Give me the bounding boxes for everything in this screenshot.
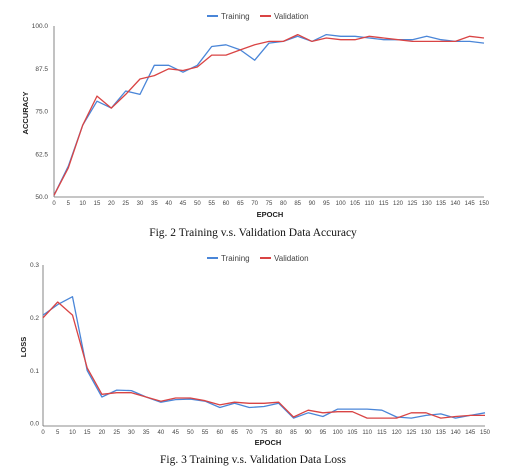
accuracy-y-tick-label: 87.5 [35,66,48,73]
loss-x-tick-label: 145 [465,430,476,436]
accuracy-x-tick-label: 10 [79,201,86,207]
accuracy-x-tick-label: 95 [323,201,330,207]
accuracy-x-tick-label: 60 [223,201,230,207]
accuracy-y-ticks: 50.0 62.5 75.0 87.5 100.0 [32,23,49,201]
accuracy-x-tick-label: 110 [365,201,375,207]
accuracy-x-tick-label: 135 [436,201,447,207]
loss-x-tick-label: 0 [41,430,45,436]
loss-x-axis-title: EPOCH [255,438,282,447]
accuracy-y-tick-label: 75.0 [35,109,48,116]
accuracy-chart: Training Validation 50.0 62.5 75.0 87.5 100.… [21,12,490,239]
accuracy-x-tick-label: 80 [280,201,287,207]
loss-x-tick-label: 140 [451,430,462,436]
accuracy-x-tick-label: 100 [336,201,347,207]
loss-legend: Training Validation [207,254,309,263]
accuracy-caption: Fig. 2 Training v.s. Validation Data Acc… [149,227,357,239]
loss-x-tick-label: 20 [99,430,106,436]
loss-x-tick-label: 25 [113,430,120,436]
loss-x-tick-label: 10 [69,430,76,436]
legend-label-training: Training [221,12,250,21]
accuracy-x-tick-label: 30 [137,201,144,207]
loss-x-tick-label: 75 [261,430,268,436]
loss-x-tick-label: 5 [56,430,60,436]
accuracy-x-tick-label: 140 [450,201,461,207]
loss-x-tick-label: 105 [347,430,358,436]
accuracy-x-tick-label: 90 [309,201,316,207]
loss-x-tick-label: 45 [172,430,179,436]
accuracy-x-tick-label: 115 [379,201,389,207]
loss-x-tick-label: 50 [187,430,194,436]
legend-label-training: Training [221,254,250,263]
loss-x-tick-label: 85 [290,430,297,436]
loss-x-tick-label: 15 [84,430,91,436]
accuracy-series-training [53,33,485,196]
loss-series-validation [42,301,485,419]
accuracy-x-tick-label: 35 [151,201,158,207]
accuracy-x-tick-label: 15 [94,201,101,207]
loss-y-tick-label: 0.2 [30,315,39,322]
accuracy-x-ticks: 0 5 10 15 20 25 30 35 40 45 50 55 60 65 70 75 80 85 90 95 10… [52,201,489,207]
loss-x-tick-label: 120 [392,430,403,436]
loss-x-tick-label: 40 [158,430,165,436]
loss-x-tick-label: 150 [480,430,491,436]
loss-y-axis-title: LOSS [19,337,28,357]
loss-y-tick-label: 0.1 [30,368,39,375]
accuracy-y-tick-label: 62.5 [35,151,48,158]
loss-x-tick-label: 60 [216,430,223,436]
loss-x-tick-label: 70 [246,430,253,436]
accuracy-y-tick-label: 50.0 [35,194,48,201]
loss-y-tick-label: 0.3 [30,262,39,269]
loss-chart: Training Validation 0.0 0.1 0.2 0.3 0 5 10 15 2… [19,254,491,466]
accuracy-x-tick-label: 45 [180,201,187,207]
accuracy-x-tick-label: 145 [465,201,476,207]
accuracy-x-tick-label: 70 [251,201,258,207]
accuracy-legend: Training Validation [207,12,309,21]
accuracy-x-tick-label: 20 [108,201,115,207]
loss-x-tick-label: 125 [406,430,417,436]
accuracy-x-tick-label: 105 [350,201,361,207]
loss-x-tick-label: 95 [320,430,327,436]
loss-x-tick-label: 35 [143,430,150,436]
loss-x-tick-label: 55 [202,430,209,436]
accuracy-x-tick-label: 120 [393,201,404,207]
loss-x-tick-label: 90 [305,430,312,436]
loss-x-tick-label: 100 [333,430,344,436]
accuracy-y-axis-title: ACCURACY [21,92,30,135]
accuracy-series-validation [53,33,485,196]
loss-x-tick-label: 80 [275,430,282,436]
loss-y-tick-label: 0.0 [30,421,39,428]
accuracy-x-tick-label: 150 [479,201,490,207]
legend-label-validation: Validation [274,12,309,21]
loss-x-tick-label: 130 [421,430,432,436]
accuracy-x-tick-label: 125 [407,201,418,207]
loss-caption: Fig. 3 Training v.s. Validation Data Los… [160,454,346,466]
loss-x-tick-label: 30 [128,430,135,436]
accuracy-x-axis-title: EPOCH [257,210,284,219]
loss-series [42,296,486,419]
accuracy-x-tick-label: 50 [194,201,201,207]
accuracy-x-tick-label: 65 [237,201,244,207]
accuracy-y-tick-label: 100.0 [32,23,49,30]
loss-x-ticks: 0 5 10 15 20 25 30 35 40 45 50 55 60 65 70 75 80 85 90 95 10… [41,430,490,436]
accuracy-x-tick-label: 55 [208,201,215,207]
accuracy-x-tick-label: 40 [165,201,172,207]
loss-x-tick-label: 135 [436,430,447,436]
loss-x-tick-label: 65 [231,430,238,436]
accuracy-x-tick-label: 5 [67,201,71,207]
accuracy-series [53,33,485,196]
accuracy-x-tick-label: 130 [422,201,433,207]
legend-label-validation: Validation [274,254,309,263]
accuracy-x-tick-label: 85 [294,201,301,207]
loss-x-tick-label: 110 [362,430,372,436]
loss-y-ticks: 0.0 0.1 0.2 0.3 [30,262,39,427]
loss-series-training [42,296,486,419]
accuracy-x-tick-label: 0 [52,201,56,207]
loss-x-tick-label: 115 [377,430,387,436]
accuracy-x-tick-label: 75 [266,201,273,207]
accuracy-x-tick-label: 25 [122,201,129,207]
